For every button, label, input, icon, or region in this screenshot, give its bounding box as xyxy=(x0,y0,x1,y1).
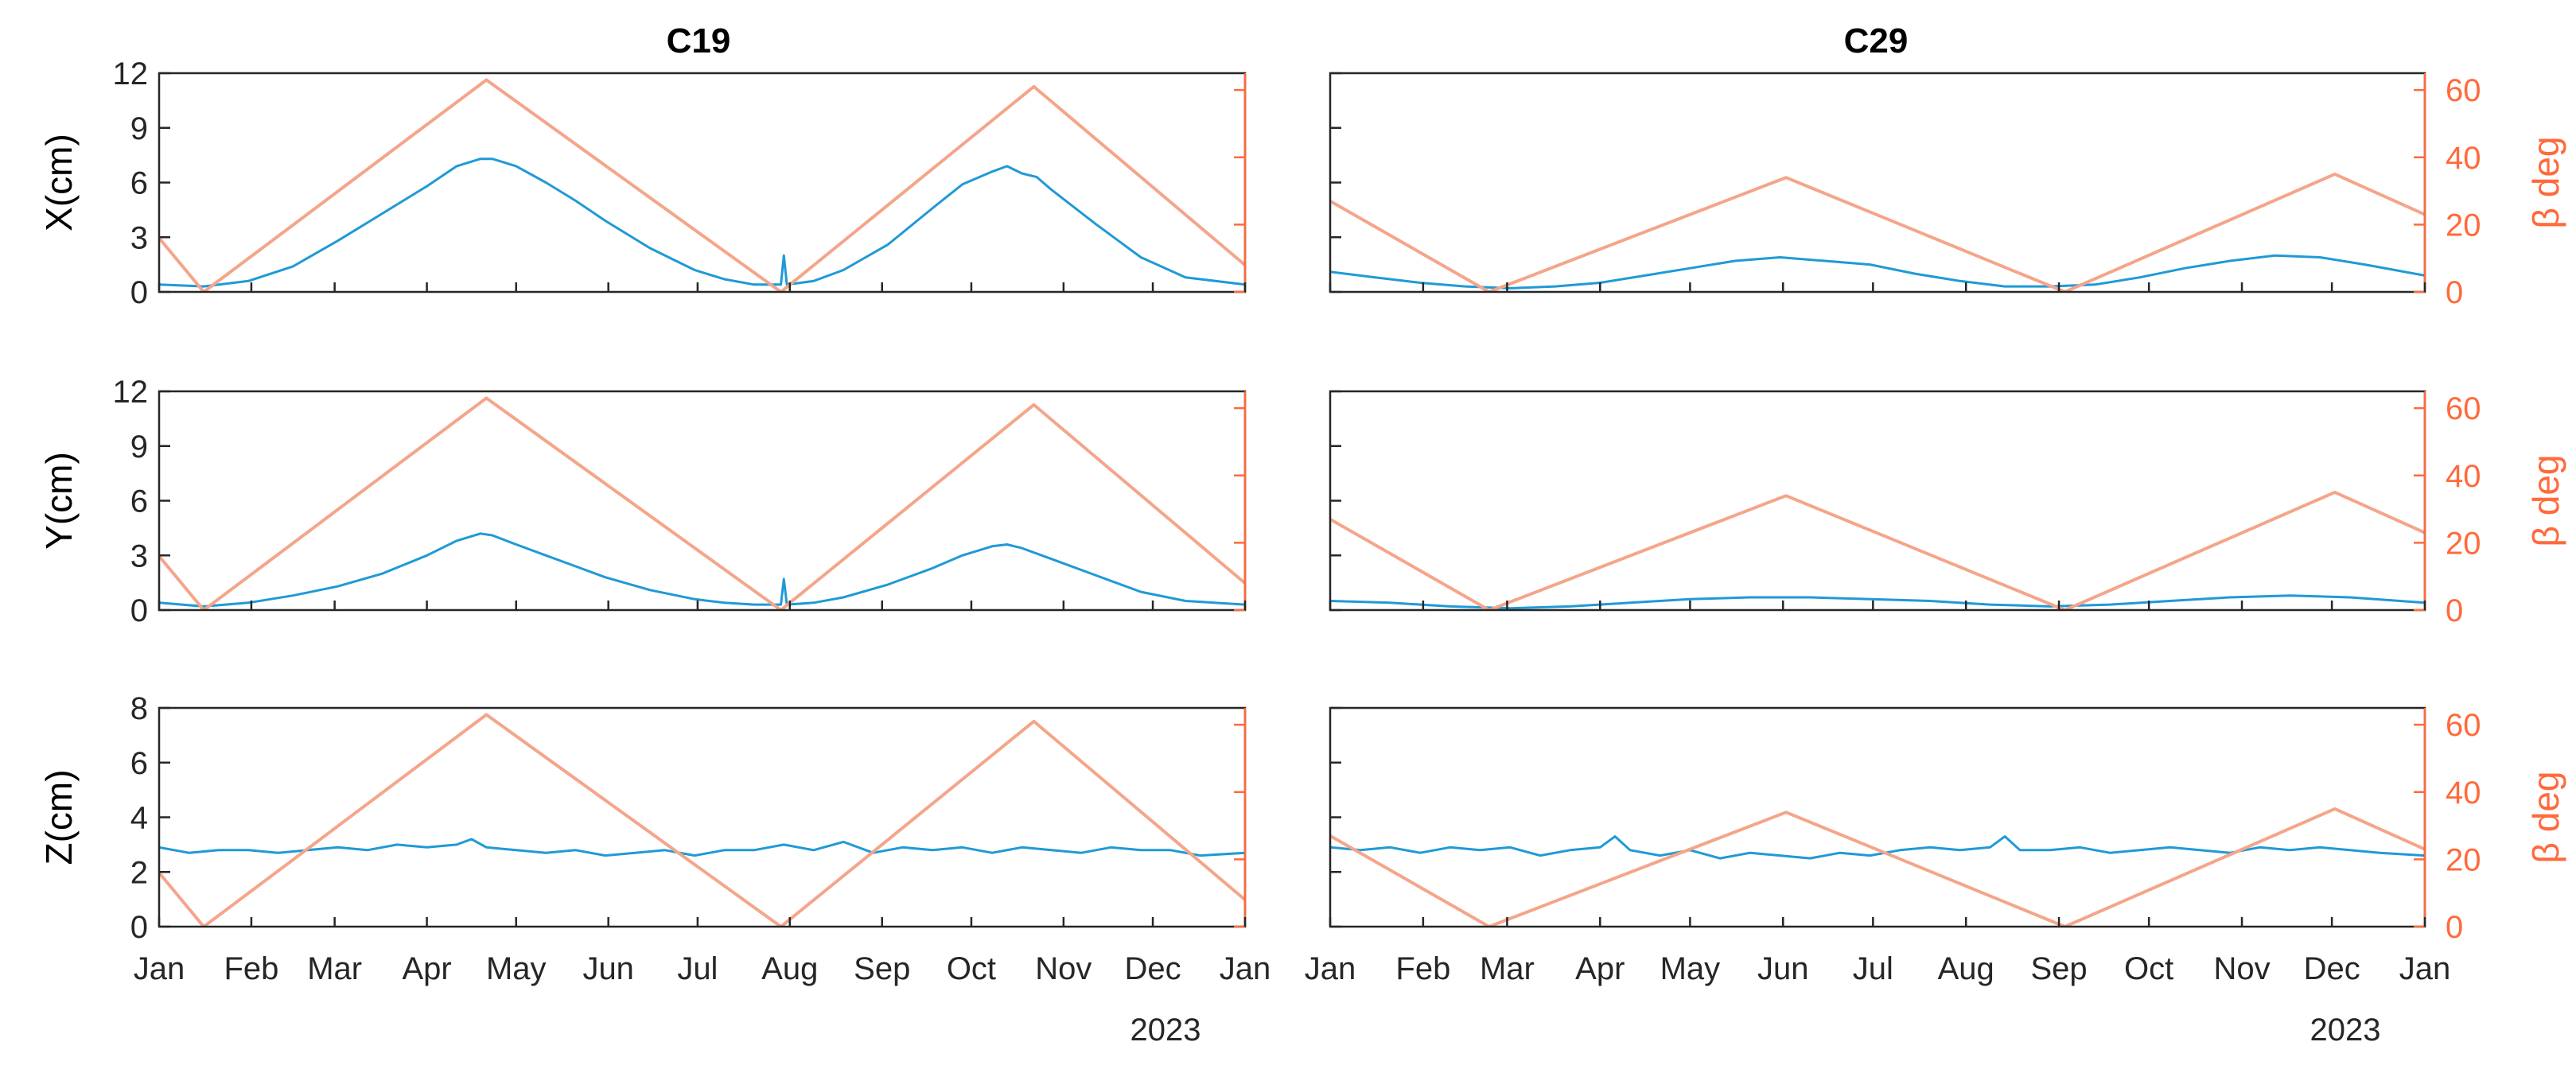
x-year-label: 2023 xyxy=(1130,1013,1201,1048)
x-tick-label: May xyxy=(1660,951,1721,986)
y-tick-label: 12 xyxy=(113,56,149,91)
panel-c29-y: 0 20 40 60 β deg xyxy=(1329,390,2566,628)
beta-angle-line xyxy=(1330,807,2425,927)
title-c19: C19 xyxy=(667,21,731,60)
y-tick-label: 0 xyxy=(130,275,148,310)
x-tick-label: Oct xyxy=(2124,951,2173,986)
x-tick-label: Jan xyxy=(2399,951,2451,986)
y2-tick-label: 20 xyxy=(2446,842,2481,877)
y-tick-label: 9 xyxy=(130,430,148,465)
y-tick-label: 6 xyxy=(130,166,148,201)
y-axis-label: Z(cm) xyxy=(38,769,80,865)
x-tick-label: Aug xyxy=(1938,951,1994,986)
x-tick-label: Oct xyxy=(947,951,996,986)
y-tick-label: 6 xyxy=(130,484,148,519)
y2-tick-label: 40 xyxy=(2446,141,2481,176)
displacement-line xyxy=(159,838,1245,857)
beta-angle-line xyxy=(159,713,1245,927)
x-tick-label: Jan xyxy=(134,951,185,986)
displacement-line xyxy=(1330,594,2425,610)
x-tick-label: Jan xyxy=(1305,951,1356,986)
x-tick-label: Jun xyxy=(1757,951,1809,986)
panel-c19-x: 0 3 6 9 12 X(cm) xyxy=(38,56,1247,310)
x-tick-label: Jan xyxy=(1220,951,1271,986)
x-tick-label: Apr xyxy=(402,951,451,986)
beta-angle-line xyxy=(1330,172,2425,292)
y2-axis-label: β deg xyxy=(2525,137,2566,229)
x-tick-label: Mar xyxy=(1480,951,1535,986)
y-tick-label: 3 xyxy=(130,220,148,255)
x-year-label: 2023 xyxy=(2310,1013,2381,1048)
x-tick-label: Jun xyxy=(582,951,634,986)
displacement-line xyxy=(1330,835,2425,860)
y2-tick-label: 20 xyxy=(2446,208,2481,243)
x-tick-label: Jul xyxy=(677,951,718,986)
y2-tick-label: 60 xyxy=(2446,73,2481,108)
y2-tick-label: 20 xyxy=(2446,526,2481,561)
x-tick-label: Nov xyxy=(2213,951,2270,986)
x-tick-label: Feb xyxy=(224,951,278,986)
y-tick-label: 3 xyxy=(130,538,148,573)
panel-c29-x: 0 20 40 60 β deg xyxy=(1329,72,2566,310)
x-tick-label: Mar xyxy=(307,951,362,986)
y-tick-label: 6 xyxy=(130,746,148,781)
axis-frame xyxy=(158,706,1247,928)
panel-c29-z: 0 20 40 60 Jan Feb Mar Apr May Jun Jul Aug Sep Oct Nov… xyxy=(1305,706,2566,1048)
x-tick-label: May xyxy=(486,951,547,986)
axis-frame xyxy=(158,390,1247,612)
beta-angle-line xyxy=(159,78,1245,292)
displacement-line xyxy=(159,532,1245,608)
y-tick-label: 2 xyxy=(130,855,148,890)
title-c29: C29 xyxy=(1844,21,1909,60)
y-tick-label: 4 xyxy=(130,801,148,836)
x-tick-label: Dec xyxy=(1124,951,1181,986)
displacement-line xyxy=(159,157,1245,288)
panel-c19-y: 0 3 6 9 12 Y(cm) xyxy=(38,375,1247,628)
y-tick-label: 12 xyxy=(113,375,149,410)
x-tick-label: Sep xyxy=(854,951,910,986)
y-axis-label: X(cm) xyxy=(38,134,80,231)
x-tick-label: Feb xyxy=(1395,951,1450,986)
x-tick-label: Dec xyxy=(2304,951,2360,986)
y2-axis-label: β deg xyxy=(2525,772,2566,864)
x-tick-label: Sep xyxy=(2030,951,2087,986)
y2-tick-label: 60 xyxy=(2446,708,2481,743)
y2-tick-label: 40 xyxy=(2446,776,2481,811)
beta-angle-line xyxy=(1330,490,2425,610)
y2-tick-label: 0 xyxy=(2446,593,2463,628)
x-tick-label: Apr xyxy=(1575,951,1625,986)
axis-frame xyxy=(1329,72,2426,294)
y2-tick-label: 0 xyxy=(2446,275,2463,310)
displacement-line xyxy=(1330,254,2425,290)
y-tick-label: 9 xyxy=(130,111,148,146)
y-tick-label: 0 xyxy=(130,910,148,945)
y2-axis-label: β deg xyxy=(2525,455,2566,547)
y-tick-label: 0 xyxy=(130,593,148,628)
x-tick-label: Aug xyxy=(761,951,818,986)
y2-tick-label: 0 xyxy=(2446,910,2463,945)
y2-tick-label: 60 xyxy=(2446,391,2481,426)
y2-tick-label: 40 xyxy=(2446,459,2481,494)
axis-frame xyxy=(1329,706,2426,928)
panel-c19-z: 0 2 4 6 8 Jan Feb Mar Apr May Jun Jul Aug Sep Oct Nov De… xyxy=(38,691,1270,1048)
axis-frame xyxy=(158,72,1247,294)
y-tick-label: 8 xyxy=(130,691,148,726)
y-axis-label: Y(cm) xyxy=(38,452,80,550)
beta-angle-line xyxy=(159,396,1245,610)
x-tick-label: Jul xyxy=(1853,951,1893,986)
axis-frame xyxy=(1329,390,2426,612)
x-tick-label: Nov xyxy=(1035,951,1091,986)
